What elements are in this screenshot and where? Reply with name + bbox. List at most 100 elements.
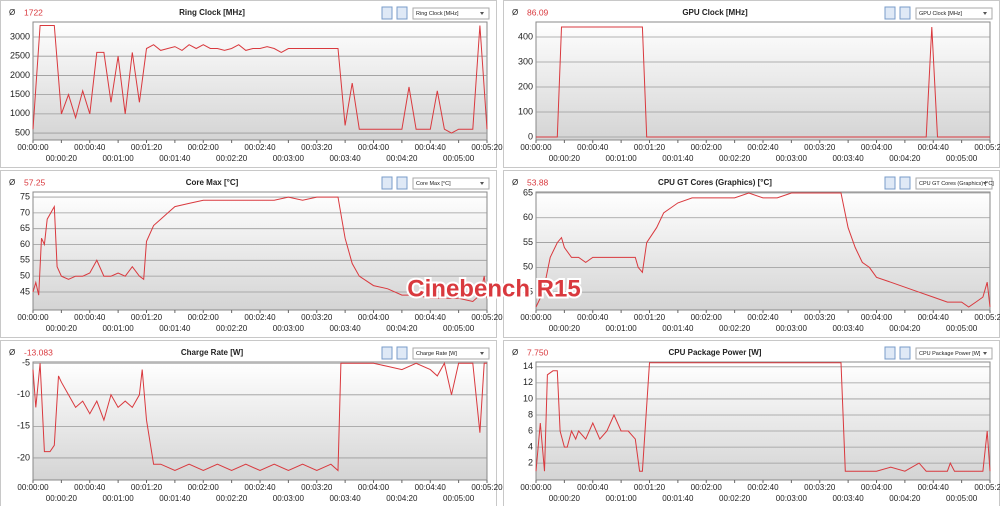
x-tick-label: 00:00:20 <box>46 154 78 163</box>
chart-panel: Ø 86.09 GPU Clock [MHz] GPU Clock [MHz] 0 100… <box>503 0 1000 168</box>
x-tick-label: 00:03:00 <box>776 494 808 503</box>
sensor-select[interactable] <box>915 177 993 190</box>
x-tick-label: 00:02:00 <box>188 143 220 152</box>
x-tick-label: 00:01:20 <box>131 313 163 322</box>
select-arrow <box>983 182 987 185</box>
y-tick-label: 12 <box>523 377 533 387</box>
x-tick-label: 00:00:20 <box>46 494 78 503</box>
x-tick-label: 00:04:40 <box>415 313 447 322</box>
x-tick-label: 00:03:00 <box>273 154 305 163</box>
x-tick-label: 00:00:40 <box>577 143 609 152</box>
info-button[interactable] <box>884 176 896 190</box>
y-tick-label: -15 <box>17 421 30 431</box>
plot-area <box>32 21 488 141</box>
chart-panel: Ø 53.88 CPU GT Cores (Graphics) [°C] CPU GT… <box>503 170 1000 338</box>
x-tick-label: 00:02:00 <box>691 483 723 492</box>
x-tick-label: 00:01:00 <box>606 324 638 333</box>
select-arrow <box>983 352 987 355</box>
x-tick-label: 00:05:00 <box>946 324 978 333</box>
x-tick-label: 00:03:20 <box>301 483 333 492</box>
x-tick-label: 00:05:20 <box>471 143 503 152</box>
info-button[interactable] <box>381 176 393 190</box>
x-tick-label: 00:05:00 <box>443 324 475 333</box>
y-tick-label: 70 <box>20 207 30 217</box>
x-tick-label: 00:01:00 <box>103 324 135 333</box>
chart-title: CPU Package Power [W] <box>669 348 762 357</box>
x-tick-label: 00:03:20 <box>301 143 333 152</box>
sensor-select[interactable] <box>412 7 490 20</box>
y-tick-label: -5 <box>22 358 30 368</box>
y-tick-label: 8 <box>528 409 533 419</box>
chart-title: CPU GT Cores (Graphics) [°C] <box>658 178 772 187</box>
plot-area <box>535 21 991 141</box>
scale-button[interactable] <box>899 176 911 190</box>
sensor-select[interactable] <box>412 177 490 190</box>
x-tick-label: 00:00:20 <box>549 324 581 333</box>
info-button[interactable] <box>884 6 896 20</box>
x-tick-label: 00:03:20 <box>804 483 836 492</box>
x-tick-label: 00:00:20 <box>46 324 78 333</box>
select-arrow <box>480 352 484 355</box>
x-tick-label: 00:04:20 <box>889 154 921 163</box>
y-tick-label: 300 <box>518 56 533 66</box>
info-button[interactable] <box>381 6 393 20</box>
x-tick-label: 00:01:40 <box>159 494 191 503</box>
x-tick-label: 00:04:20 <box>386 154 418 163</box>
scale-button[interactable] <box>899 346 911 360</box>
x-tick-label: 00:03:40 <box>833 494 865 503</box>
x-tick-label: 00:03:00 <box>273 494 305 503</box>
x-tick-label: 00:00:00 <box>17 313 49 322</box>
x-tick-label: 00:01:40 <box>662 324 694 333</box>
sensor-select[interactable] <box>915 7 993 20</box>
avg-symbol: Ø <box>512 348 518 357</box>
x-tick-label: 00:03:00 <box>776 154 808 163</box>
info-button[interactable] <box>884 346 896 360</box>
scale-button[interactable] <box>899 6 911 20</box>
x-tick-label: 00:00:40 <box>74 483 106 492</box>
scale-button[interactable] <box>396 6 408 20</box>
chart-panel: Ø 57.25 Core Max [°C] Core Max [°C] 45 50 55 60… <box>0 170 503 338</box>
y-tick-label: -20 <box>17 452 30 462</box>
x-tick-label: 00:02:20 <box>216 154 248 163</box>
y-tick-label: 50 <box>523 262 533 272</box>
x-tick-label: 00:03:40 <box>833 324 865 333</box>
x-tick-label: 00:04:00 <box>358 313 390 322</box>
x-tick-label: 00:02:20 <box>719 494 751 503</box>
info-button[interactable] <box>381 346 393 360</box>
x-tick-label: 00:00:40 <box>74 313 106 322</box>
y-tick-label: 45 <box>523 287 533 297</box>
x-tick-label: 00:03:20 <box>804 143 836 152</box>
x-tick-label: 00:04:40 <box>415 483 447 492</box>
x-tick-label: 00:02:40 <box>244 313 276 322</box>
x-tick-label: 00:00:40 <box>577 313 609 322</box>
current-value: -13.083 <box>24 347 53 357</box>
scale-button[interactable] <box>396 346 408 360</box>
x-tick-label: 00:01:20 <box>131 483 163 492</box>
x-tick-label: 00:03:00 <box>776 324 808 333</box>
x-tick-label: 00:01:20 <box>131 143 163 152</box>
current-value: 53.88 <box>527 177 549 187</box>
chart-title: Ring Clock [MHz] <box>179 8 245 17</box>
y-tick-label: 45 <box>20 286 30 296</box>
scale-button[interactable] <box>396 176 408 190</box>
x-tick-label: 00:03:40 <box>833 154 865 163</box>
select-arrow <box>983 12 987 15</box>
x-tick-label: 00:04:20 <box>386 324 418 333</box>
x-tick-label: 00:04:20 <box>386 494 418 503</box>
x-tick-label: 00:01:00 <box>606 494 638 503</box>
y-tick-label: 4 <box>528 441 533 451</box>
plot-area <box>32 361 488 481</box>
x-tick-label: 00:04:00 <box>861 313 893 322</box>
x-tick-label: 00:01:00 <box>103 154 135 163</box>
x-tick-label: 00:04:00 <box>861 143 893 152</box>
data-line <box>32 196 488 303</box>
sensor-select[interactable] <box>412 347 490 360</box>
sensor-select[interactable] <box>915 347 993 360</box>
y-tick-label: 500 <box>15 127 30 137</box>
x-tick-label: 00:01:40 <box>159 154 191 163</box>
y-tick-label: 400 <box>518 31 533 41</box>
x-tick-label: 00:00:00 <box>520 483 552 492</box>
chart-panel: Ø 1722 Ring Clock [MHz] Ring Clock [MHz] 500… <box>0 0 503 168</box>
x-tick-label: 00:05:00 <box>946 494 978 503</box>
avg-symbol: Ø <box>9 348 15 357</box>
